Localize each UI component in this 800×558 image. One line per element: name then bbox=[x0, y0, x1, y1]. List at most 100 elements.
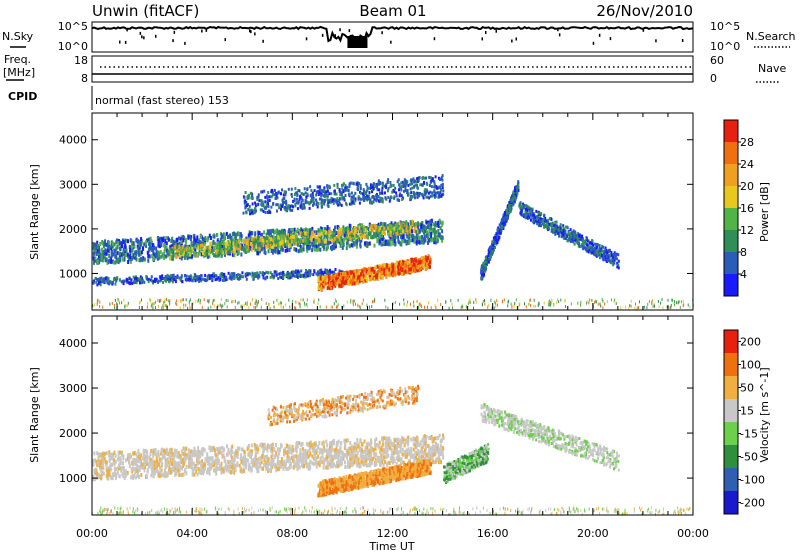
power-band-main bbox=[157, 244, 159, 248]
power-band-core bbox=[311, 232, 313, 236]
power-band-core bbox=[389, 224, 391, 228]
power-band-tail bbox=[579, 245, 581, 248]
power-band-high bbox=[405, 181, 407, 184]
power-band-high bbox=[275, 203, 277, 206]
power-band-high bbox=[297, 207, 299, 210]
power-band-high bbox=[349, 182, 351, 185]
power-band-hot bbox=[388, 268, 390, 272]
power-band-high bbox=[419, 183, 421, 186]
nsky-tick-top: 10^5 bbox=[58, 20, 88, 33]
nsearch-tick-bottom: 10^0 bbox=[710, 40, 740, 53]
power-band-high bbox=[339, 198, 341, 201]
power-band-hot bbox=[413, 267, 415, 271]
power-band-low bbox=[216, 278, 218, 281]
nave-tick-top: 60 bbox=[710, 54, 724, 67]
power-band-main bbox=[93, 256, 95, 260]
power-band-core bbox=[325, 231, 327, 235]
nsky-spike bbox=[184, 42, 186, 45]
power-band-high bbox=[318, 202, 320, 205]
power-band-high bbox=[316, 191, 318, 194]
power-band-core bbox=[209, 243, 211, 247]
power-band-high bbox=[344, 189, 346, 192]
power-band-low bbox=[141, 281, 143, 284]
power-band-core bbox=[213, 246, 215, 250]
power-band-main bbox=[274, 249, 276, 253]
power-band-hot bbox=[344, 272, 346, 276]
power-band-core bbox=[196, 244, 198, 248]
power-band-low bbox=[165, 275, 167, 278]
power-band-core bbox=[354, 229, 356, 233]
power-band-low bbox=[301, 275, 303, 278]
power-band-core bbox=[410, 225, 412, 229]
power-band-low bbox=[173, 278, 175, 281]
power-band-hot bbox=[361, 277, 363, 281]
power-band-high bbox=[261, 201, 263, 204]
power-band-main bbox=[102, 241, 104, 245]
power-band-high bbox=[411, 187, 413, 190]
nsky-spike bbox=[559, 33, 561, 36]
power-band-main bbox=[115, 254, 117, 258]
nsky-spike bbox=[140, 32, 142, 35]
power-band-tail bbox=[554, 233, 556, 236]
power-band-low bbox=[108, 277, 110, 280]
power-band-core bbox=[345, 236, 347, 240]
power-band-main bbox=[98, 251, 100, 255]
nsky-spike bbox=[390, 41, 392, 44]
power-band-spike bbox=[490, 255, 492, 258]
power-band-high bbox=[348, 185, 350, 188]
power-band-high bbox=[274, 193, 276, 196]
power-band-main bbox=[150, 237, 152, 241]
power-band-core bbox=[311, 238, 313, 242]
power-band-main bbox=[138, 258, 140, 262]
power-band-high bbox=[260, 208, 262, 211]
power-band-core bbox=[203, 248, 205, 252]
power-band-low bbox=[123, 282, 125, 285]
power-band-high bbox=[384, 191, 386, 194]
power-band-core bbox=[369, 231, 371, 235]
power-band-core bbox=[409, 229, 411, 233]
power-band-low bbox=[160, 276, 162, 279]
power-band-high bbox=[359, 202, 361, 205]
power-band-high bbox=[439, 178, 441, 181]
power-band-core bbox=[379, 234, 381, 238]
power-band-high bbox=[430, 181, 432, 184]
power-band-core bbox=[321, 232, 323, 236]
power-band-high bbox=[307, 187, 309, 190]
power-band-high bbox=[323, 194, 325, 197]
power-band-core bbox=[174, 245, 176, 249]
power-band-main bbox=[141, 250, 143, 254]
power-band-main bbox=[294, 228, 296, 232]
power-band-core bbox=[372, 228, 374, 232]
power-band-spike bbox=[514, 189, 516, 192]
power-band-main bbox=[105, 248, 107, 252]
power-band-high bbox=[346, 186, 348, 189]
power-band-main bbox=[318, 228, 320, 232]
power-band-core bbox=[269, 244, 271, 248]
power-band-main bbox=[108, 241, 110, 245]
power-band-high bbox=[409, 183, 411, 186]
power-band-high bbox=[298, 200, 300, 203]
power-band-tail bbox=[536, 222, 538, 225]
power-band-low bbox=[168, 276, 170, 279]
power-band-core bbox=[340, 231, 342, 235]
power-band-spike bbox=[503, 219, 505, 222]
power-band-spike bbox=[488, 251, 490, 254]
nsky-spike bbox=[356, 37, 358, 40]
power-band-high bbox=[306, 193, 308, 196]
power-band-low bbox=[112, 281, 114, 284]
power-band-low bbox=[108, 282, 110, 285]
power-band-high bbox=[336, 197, 338, 200]
power-band-main bbox=[114, 249, 116, 253]
power-band-hot bbox=[327, 286, 329, 290]
power-band-main bbox=[288, 229, 290, 233]
power-band-tail bbox=[593, 248, 595, 251]
power-band-core bbox=[238, 244, 240, 248]
power-band-high bbox=[373, 182, 375, 185]
power-band-main bbox=[168, 238, 170, 242]
power-band-spike bbox=[512, 194, 514, 197]
power-band-high bbox=[350, 197, 352, 200]
power-band-high bbox=[246, 211, 248, 214]
power-band-high bbox=[347, 189, 349, 192]
power-band-high bbox=[410, 191, 412, 194]
